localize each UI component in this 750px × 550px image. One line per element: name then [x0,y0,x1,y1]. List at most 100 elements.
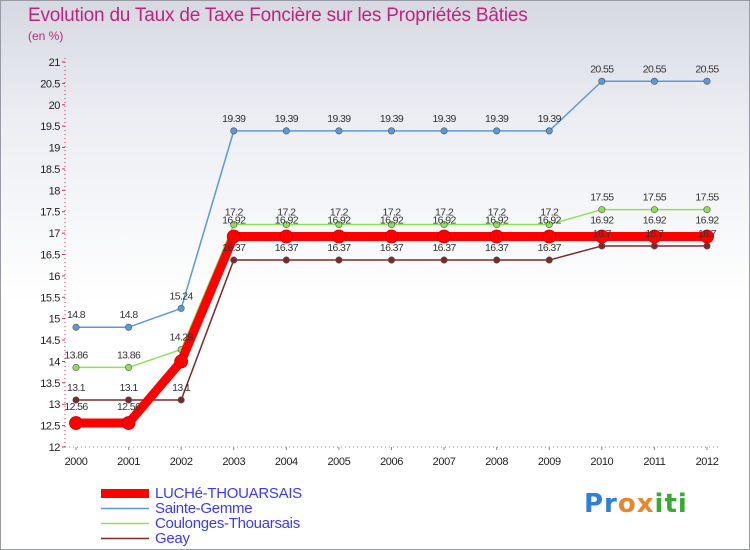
data-label: 17.2 [540,207,559,219]
data-label: 16.92 [590,215,614,227]
data-label: 13.1 [172,382,191,394]
data-label: 15.24 [170,290,194,302]
series-1 [72,77,711,331]
x-tick-label: 2011 [643,456,665,468]
data-point [594,229,609,244]
x-tick-label: 2003 [222,456,245,468]
legend-item: Sainte-Gemme [101,501,302,516]
data-point [650,206,658,214]
data-point [121,416,136,430]
data-point [545,256,553,264]
x-tick-label: 2010 [590,456,613,468]
data-point [282,256,290,264]
data-point [440,221,448,229]
legend-item: Geay [101,531,302,546]
legend-label: Sainte-Gemme [155,500,253,517]
data-label: 13.1 [120,382,139,394]
data-point [650,77,658,85]
x-tick-label: 2001 [117,456,140,468]
y-tick-label: 14 [49,356,61,368]
data-label: 16.37 [222,242,246,254]
series-lines [69,77,714,430]
data-label: 14.28 [170,331,194,343]
data-label: 17.2 [488,207,507,219]
data-point [335,256,343,264]
data-point [230,127,238,135]
x-tick-label: 2012 [696,456,719,468]
data-label: 17.2 [277,207,296,219]
data-point [230,256,238,264]
y-tick-label: 20.5 [40,78,60,90]
data-point [279,229,294,244]
data-label: 13.1 [67,382,86,394]
series-line [71,232,712,428]
data-label: 16.37 [380,242,404,254]
y-tick-label: 18.5 [40,164,60,176]
data-point [69,416,83,430]
legend-swatch [101,522,149,525]
x-tick-label: 2004 [275,456,298,468]
data-point [125,363,133,371]
data-label: 16.37 [275,242,299,254]
y-axis-unit-label: (en %) [28,29,64,43]
y-tick-label: 19.5 [40,121,60,133]
y-tick-label: 12.5 [40,421,60,433]
data-label: 16.7 [593,228,612,240]
data-point [387,127,395,135]
data-label: 14.8 [120,309,139,321]
x-tick-label: 2005 [327,456,350,468]
data-label: 16.92 [432,215,456,227]
data-label: 16.92 [643,215,667,227]
data-point [72,396,80,404]
x-tick-label: 2009 [538,456,561,468]
y-tick-label: 21 [49,57,61,69]
series-3 [72,242,711,404]
data-point [440,127,448,135]
data-point [493,221,501,229]
y-tick-label: 16 [49,271,61,283]
data-label: 19.39 [432,113,456,125]
y-tick-label: 15 [49,314,61,326]
data-label: 17.55 [643,192,667,204]
axes: 12 12.5 13 13.5 14 14.5 15 15.5 16 16.5 17 17.5 18 18… [40,57,719,468]
data-label: 19.39 [222,113,246,125]
data-point [493,256,501,264]
legend-swatch [101,489,149,498]
data-point [703,206,711,214]
data-point [545,127,553,135]
data-label: 16.92 [380,215,404,227]
data-point [335,127,343,135]
y-tick-label: 12 [49,442,61,454]
x-tick-label: 2006 [380,456,403,468]
x-tick-label: 2008 [485,456,508,468]
data-point [174,354,189,369]
series-0 [69,229,714,430]
data-point [387,256,395,264]
data-point [282,221,290,229]
logo-part: o [617,489,637,519]
data-point [489,229,504,244]
data-label: 20.55 [643,63,667,75]
data-label: 16.92 [485,215,509,227]
data-label: 17.2 [435,207,454,219]
data-label: 16.92 [275,215,299,227]
y-tick-label: 16.5 [40,250,60,262]
legend-swatch [101,507,149,510]
data-point [650,242,658,250]
data-label: 17.55 [590,192,614,204]
legend-label: Geay [155,530,190,547]
data-label: 17.2 [330,207,349,219]
data-point [440,256,448,264]
legend-label: Coulonges-Thouarsais [155,515,300,532]
y-tick-label: 15.5 [40,292,60,304]
data-label: 19.39 [485,113,509,125]
chart-title: Evolution du Taux de Taxe Foncière sur l… [28,5,528,26]
data-point [493,127,501,135]
legend-label: LUCHé-THOUARSAIS [155,485,302,502]
data-label: 16.37 [432,242,456,254]
data-point [703,77,711,85]
data-label: 13.86 [117,349,141,361]
logo-part: iti [654,489,688,519]
x-tick-label: 2007 [433,456,456,468]
